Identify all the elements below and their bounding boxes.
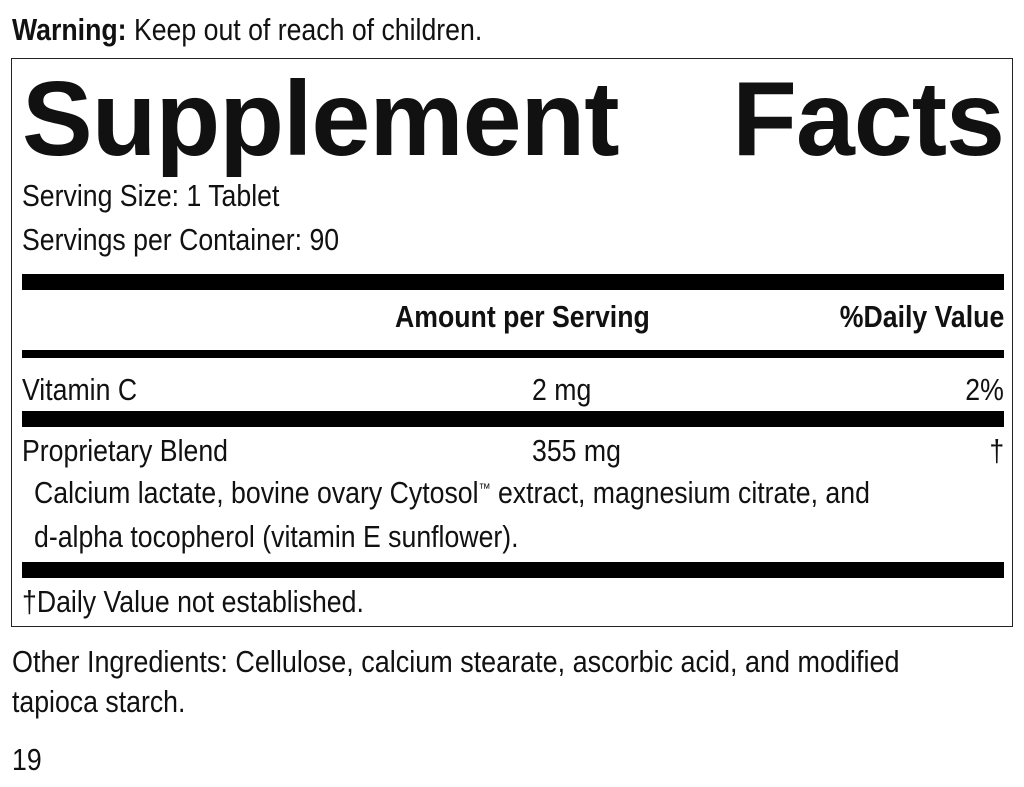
page-number: 19: [12, 742, 42, 777]
trademark-symbol: ™: [478, 480, 491, 496]
nutrient-name: Vitamin C: [22, 372, 138, 407]
warning-text: Keep out of reach of children.: [133, 12, 483, 47]
nutrient-dv: 2%: [965, 372, 1004, 407]
other-ingredients-line2: tapioca starch.: [12, 684, 186, 719]
title-word-1: Supplement: [22, 60, 620, 178]
other-ingredients: Other Ingredients: Cellulose, calcium st…: [12, 644, 900, 679]
divider-thick: [22, 411, 1004, 427]
divider-thick: [22, 274, 1004, 290]
serving-size: Serving Size: 1 Tablet: [22, 178, 280, 213]
divider-thick: [22, 562, 1004, 578]
description-text: Calcium lactate, bovine ovary Cytosol: [34, 475, 479, 510]
page-title: Supplement Facts: [22, 60, 1005, 178]
title-word-2: Facts: [732, 60, 1005, 178]
servings-per-container: Servings per Container: 90: [22, 222, 340, 257]
header-amount: Amount per Serving: [395, 299, 650, 334]
divider-medium: [22, 350, 1004, 358]
header-daily-value: %Daily Value: [839, 299, 1004, 334]
warning: Warning: Keep out of reach of children.: [12, 14, 482, 45]
description-text: extract, magnesium citrate, and: [490, 475, 870, 510]
nutrient-amount: 355 mg: [532, 433, 621, 468]
nutrient-dv: †: [989, 433, 1004, 468]
nutrient-name: Proprietary Blend: [22, 433, 228, 468]
warning-label: Warning:: [12, 12, 127, 47]
footnote: †Daily Value not established.: [22, 584, 364, 619]
nutrient-amount: 2 mg: [532, 372, 592, 407]
facts-panel: [11, 58, 1013, 627]
blend-description: Calcium lactate, bovine ovary Cytosol™ e…: [34, 477, 870, 508]
blend-description-line2: d-alpha tocopherol (vitamin E sunflower)…: [34, 519, 519, 554]
